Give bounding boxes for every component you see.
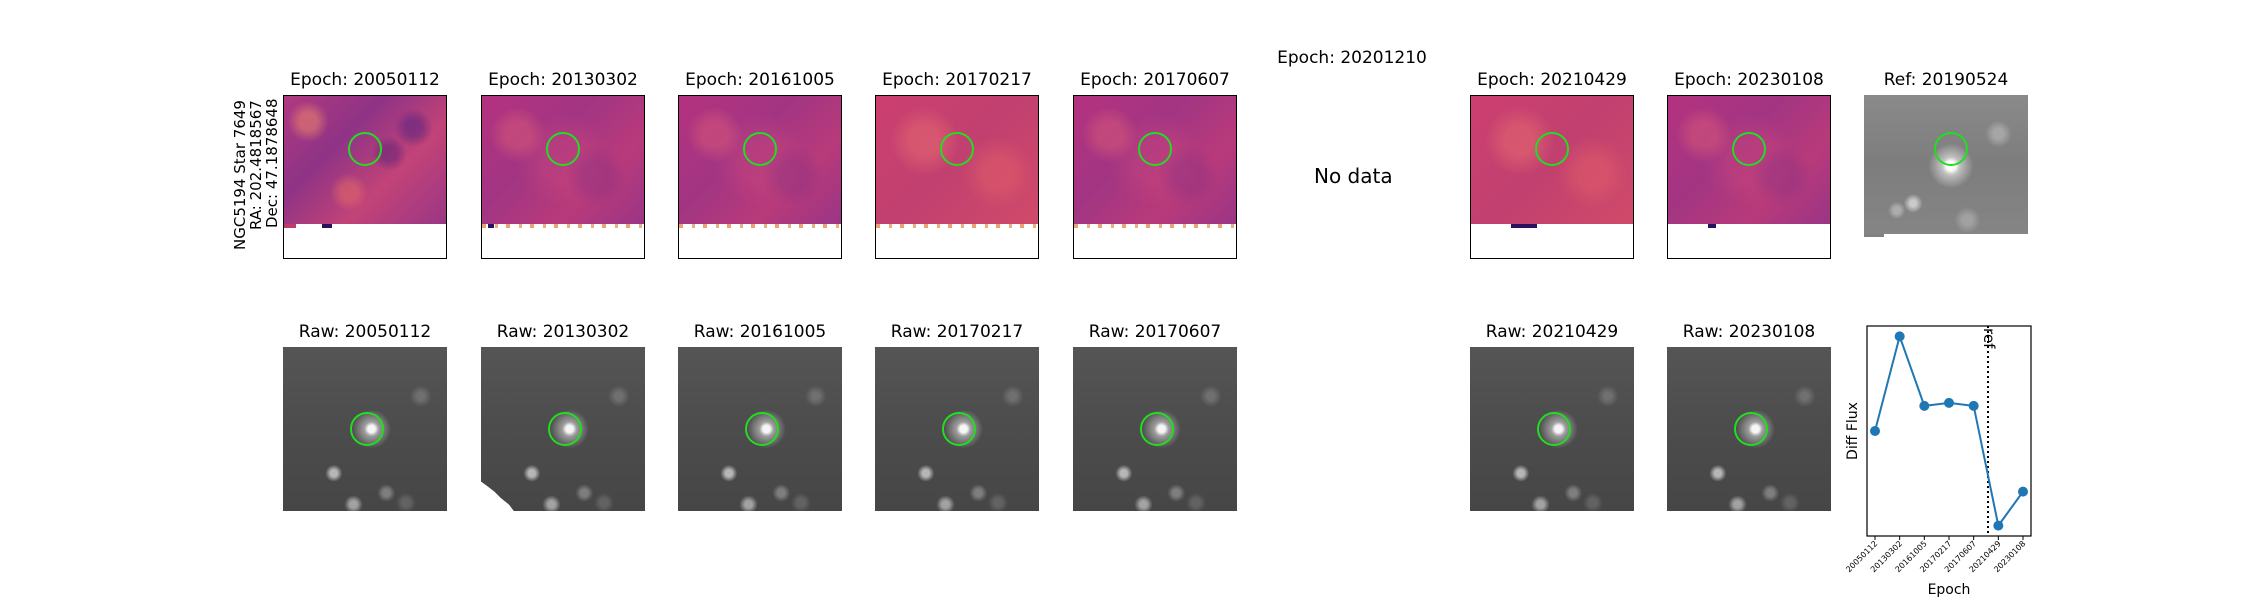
epoch-title-6: Epoch: 20201210: [1232, 48, 1472, 68]
epoch-panel-4: [875, 95, 1039, 259]
raw-panel-4: [875, 347, 1039, 511]
star-name: NGC5194 Star 7649: [232, 100, 248, 250]
y-axis-label: Diff Flux: [1845, 402, 1861, 460]
series: [1870, 331, 2028, 530]
ref-panel: [1864, 95, 2028, 259]
epoch-panel-5: [1073, 95, 1237, 259]
target-circle: [1537, 412, 1571, 446]
x-axis-label: Epoch: [1928, 582, 1971, 598]
raw-panel-6: [1470, 347, 1634, 511]
data-point: [1944, 398, 1954, 408]
data-point: [1993, 521, 2003, 531]
series-line: [1875, 336, 2023, 525]
star-dec: Dec: 47.1878648: [264, 98, 280, 228]
epoch-panel-8: [1667, 95, 1831, 259]
target-circle: [1734, 412, 1768, 446]
target-circle: [1732, 132, 1766, 166]
target-circle: [546, 132, 580, 166]
data-point: [1870, 426, 1880, 436]
target-circle: [940, 132, 974, 166]
raw-panel-5: [1073, 347, 1237, 511]
raw-panel-3: [678, 347, 842, 511]
ref-label: ref: [1980, 328, 1998, 349]
star-ra: RA: 202.4818567: [248, 100, 264, 230]
data-point: [1969, 401, 1979, 411]
target-circle: [1138, 132, 1172, 166]
plot-frame: [1867, 326, 2031, 536]
epoch-title-5: Epoch: 20170607: [1035, 70, 1275, 90]
target-circle: [942, 412, 976, 446]
epoch-panel-3: [678, 95, 842, 259]
data-point: [2018, 487, 2028, 497]
data-point: [1895, 331, 1905, 341]
target-circle: [348, 132, 382, 166]
raw-panel-2: [481, 347, 645, 511]
raw-panel-1: [283, 347, 447, 511]
epoch-panel-2: [481, 95, 645, 259]
target-circle: [1140, 412, 1174, 446]
target-circle: [350, 412, 384, 446]
raw-title-5: Raw: 20170607: [1035, 322, 1275, 342]
diff-flux-chart: ref 200501122013030220161005201702172017…: [1820, 300, 2060, 600]
x-ticks: 2005011220130302201610052017021720170607…: [1844, 536, 2027, 574]
no-data-text: No data: [1314, 164, 1393, 188]
target-circle: [548, 412, 582, 446]
ref-title: Ref: 20190524: [1826, 70, 2066, 90]
epoch-panel-7: [1470, 95, 1634, 259]
target-circle: [1934, 132, 1968, 166]
target-circle: [1535, 132, 1569, 166]
epoch-panel-1: [283, 95, 447, 259]
target-circle: [743, 132, 777, 166]
data-point: [1919, 401, 1929, 411]
target-circle: [745, 412, 779, 446]
raw-panel-7: [1667, 347, 1831, 511]
